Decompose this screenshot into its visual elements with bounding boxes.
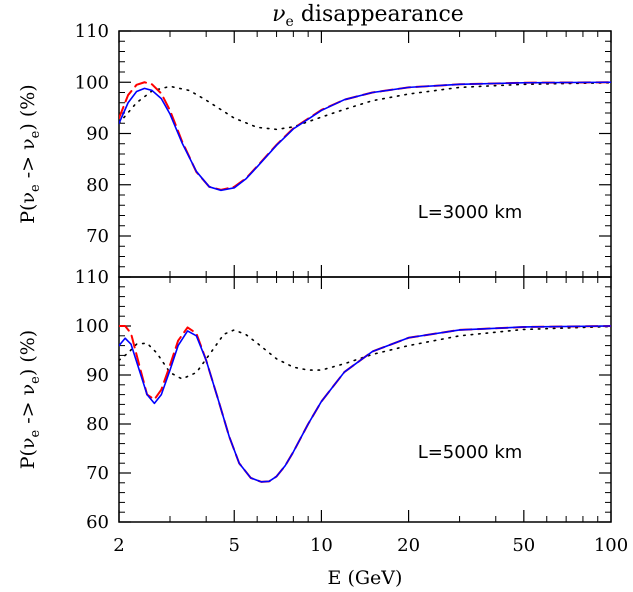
- panel-curves: [119, 81, 611, 192]
- y-axis-title-part: ) (%): [17, 84, 39, 130]
- y-axis-title: P(νe -> νe) (%): [17, 84, 43, 223]
- y-tick-label: 90: [86, 124, 109, 145]
- panel-annotation: L=3000 km: [418, 202, 523, 223]
- panel-frame: [118, 276, 612, 523]
- y-tick-label: 80: [86, 175, 109, 196]
- x-tick-label: 100: [594, 535, 628, 556]
- y-axis-title-subscript: e: [28, 184, 43, 192]
- y-axis-title: P(νe -> νe) (%): [17, 330, 43, 469]
- x-tick-label: 5: [229, 535, 240, 556]
- x-tick-label: 50: [512, 535, 535, 556]
- y-tick-label: 60: [86, 512, 109, 533]
- series-line-solid: [119, 325, 611, 483]
- y-axis-title-part: -> ν: [17, 138, 39, 184]
- title-rest: disappearance: [294, 2, 464, 27]
- y-tick-label: 70: [86, 226, 109, 247]
- x-tick-label: 20: [397, 535, 420, 556]
- chart-title: νe disappearance: [272, 2, 464, 30]
- y-tick-label: 110: [75, 21, 109, 42]
- y-axis-title-part: -> ν: [17, 384, 39, 430]
- x-axis-title: E (GeV): [328, 567, 403, 589]
- series-line-dotted: [119, 81, 611, 131]
- panel-frame: [118, 30, 612, 278]
- y-axis-title-part: ) (%): [17, 330, 39, 376]
- series-line-dotted: [119, 325, 611, 380]
- y-tick-label: 110: [75, 267, 109, 288]
- title-subscript: e: [286, 14, 294, 30]
- y-tick-label: 100: [75, 72, 109, 93]
- x-tick-label: 10: [310, 535, 333, 556]
- series-line-solid: [119, 81, 611, 192]
- y-axis-title-part: P(ν: [17, 192, 39, 224]
- series-line-dashed: [119, 81, 611, 191]
- panel-annotation: L=5000 km: [418, 442, 523, 463]
- y-axis-title-subscript: e: [28, 130, 43, 138]
- y-tick-label: 80: [86, 414, 109, 435]
- panel-curves: [119, 325, 611, 483]
- series-line-dashed: [119, 325, 611, 483]
- y-tick-label: 70: [86, 463, 109, 484]
- y-axis-title-subscript: e: [28, 376, 43, 384]
- y-tick-label: 100: [75, 316, 109, 337]
- y-tick-label: 90: [86, 365, 109, 386]
- title-nu: ν: [272, 2, 285, 27]
- x-tick-label: 2: [113, 535, 124, 556]
- y-axis-title-subscript: e: [28, 429, 43, 437]
- y-axis-title-part: P(ν: [17, 437, 39, 469]
